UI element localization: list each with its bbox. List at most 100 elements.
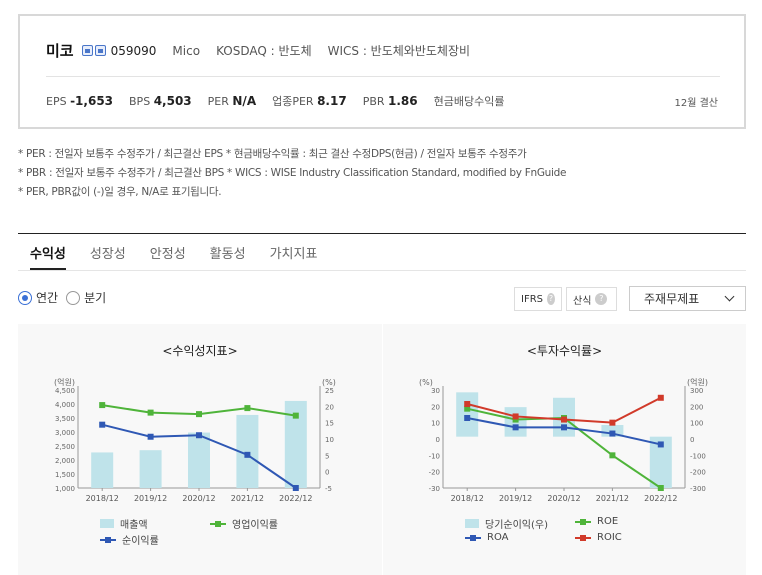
legend-roe-label: ROE (597, 516, 619, 527)
radio-annual-label: 연간 (36, 291, 59, 305)
investment-left-tick: -10 (429, 452, 440, 460)
investment-left-tick: 30 (431, 387, 440, 395)
market-sector: KOSDAQ : 반도체 (216, 44, 312, 58)
investment-series-point (512, 424, 519, 431)
tab-value[interactable]: 가치지표 (269, 247, 318, 262)
formula-help-icon[interactable]: ? (595, 293, 608, 305)
settlement-month: 12월 결산 (674, 98, 718, 109)
profitability-series-point (292, 485, 299, 491)
metric-eps: EPS -1,653 (46, 94, 114, 108)
legend-roe-swatch (575, 518, 591, 525)
ifrs-help-icon[interactable]: ? (547, 293, 555, 305)
legend-net-income-swatch (465, 519, 479, 528)
investment-series-point (561, 416, 567, 423)
statement-select-value: 주재무제표 (644, 292, 700, 306)
company-eng-name: Mico (172, 43, 201, 58)
investment-right-tick: 100 (690, 420, 703, 428)
tab-activity[interactable]: 활동성 (209, 247, 246, 262)
period-radio-group: 연간 분기 (18, 289, 114, 306)
profitability-bar (284, 400, 307, 488)
legend-roa-swatch (465, 534, 481, 541)
profitability-left-tick: 4,000 (55, 401, 75, 409)
company-header: 미코 059090 Mico KOSDAQ : 반도체 WICS : 반도체와반… (46, 40, 470, 61)
profitability-bar (188, 432, 210, 488)
profitability-x-tick-label: 2019/12 (134, 494, 167, 503)
profitability-x-tick-label: 2018/12 (86, 494, 119, 503)
legend-op-margin-swatch (210, 520, 226, 527)
tab-stability[interactable]: 안정성 (149, 247, 186, 262)
radio-quarterly-label: 분기 (84, 291, 107, 305)
profitability-series-point (244, 451, 251, 458)
investment-x-tick-label: 2019/12 (499, 494, 532, 503)
investment-right-tick: 300 (690, 387, 703, 395)
profitability-series-point (147, 409, 154, 416)
formula-button[interactable]: 산식 ? (566, 287, 617, 311)
investment-series-point (657, 485, 664, 491)
radio-annual[interactable]: 연간 (18, 289, 58, 306)
profitability-right-tick: 25 (325, 387, 334, 395)
investment-bar (456, 392, 479, 437)
metric-dividend-yield: 현금배당수익률 (433, 95, 505, 108)
market-badge-icon[interactable] (81, 45, 93, 56)
profitability-bar (139, 450, 162, 488)
ifrs-button-label: IFRS (521, 293, 543, 305)
chevron-down-icon (724, 291, 735, 302)
metrics-row: EPS -1,653 BPS 4,503 PER N/A 업종PER 8.17 … (46, 93, 520, 109)
statement-select[interactable]: 주재무제표 (629, 286, 746, 311)
investment-series-point (512, 413, 519, 420)
company-name: 미코 (46, 42, 74, 60)
profitability-right-tick: 5 (325, 452, 329, 460)
investment-left-tick: 10 (431, 420, 440, 428)
investment-right-tick: -200 (690, 469, 706, 477)
investment-series-point (561, 424, 567, 431)
investment-left-tick: -20 (429, 469, 440, 477)
profitability-right-tick: 20 (325, 403, 334, 411)
investment-series-point (512, 416, 519, 423)
profitability-series-point (147, 433, 154, 440)
metric-sector-per: 업종PER 8.17 (272, 94, 347, 108)
radio-annual-dot[interactable] (18, 290, 32, 305)
investment-x-tick-label: 2021/12 (596, 494, 629, 503)
footnote-pbr: * PBR : 전일자 보통주 수정주가 / 최근결산 BPS * WICS :… (18, 167, 567, 179)
profitability-left-tick: 3,500 (55, 415, 75, 423)
legend-roa-label: ROA (487, 532, 509, 543)
metric-bps: BPS 4,503 (129, 94, 192, 108)
metric-per: PER N/A (207, 94, 257, 108)
legend-op-margin-label: 영업이익률 (232, 520, 278, 531)
investment-right-tick: 0 (690, 436, 694, 444)
legend-sales: 매출액 (100, 516, 148, 531)
exchange-badge-icon[interactable] (94, 45, 106, 56)
investment-series-point (464, 415, 471, 421)
legend-op-margin: 영업이익률 (210, 516, 278, 531)
investment-left-tick: 0 (436, 436, 440, 444)
profitability-left-tick: 1,000 (55, 485, 75, 493)
investment-series-point (464, 401, 471, 407)
profitability-right-tick: 15 (325, 420, 334, 428)
category-tabs: 수익성 성장성 안정성 활동성 가치지표 (18, 234, 746, 271)
ifrs-button[interactable]: IFRS ? (514, 287, 562, 311)
legend-roe: ROE (575, 516, 618, 527)
profitability-right-unit: (%) (322, 378, 336, 387)
radio-quarterly-dot[interactable] (66, 290, 81, 305)
profitability-bar (236, 414, 259, 488)
investment-bar (649, 436, 672, 488)
tab-profitability[interactable]: 수익성 (30, 234, 66, 270)
investment-return-chart-title: <투자수익률> (526, 344, 603, 358)
investment-series-point (609, 452, 616, 459)
tab-growth[interactable]: 성장성 (89, 247, 126, 262)
profitability-chart-panel: <수익성지표> (억원) (%) 4,500 4,000 3,500 3,000 2,500… (18, 324, 382, 575)
legend-net-income: 당기순이익(우) (465, 516, 548, 531)
investment-right-unit: (억원) (687, 377, 708, 387)
investment-right-tick: -100 (690, 452, 706, 460)
legend-net-margin-swatch (100, 536, 116, 543)
profitability-left-tick: 2,500 (55, 443, 75, 451)
legend-roic-label: ROIC (597, 532, 622, 543)
legend-sales-label: 매출액 (120, 520, 148, 531)
investment-left-unit: (%) (419, 378, 433, 387)
tabs-top-border (18, 233, 746, 234)
radio-quarterly[interactable]: 분기 (66, 289, 106, 306)
investment-left-tick: -30 (429, 485, 440, 493)
stock-code: 059090 (110, 43, 157, 58)
profitability-left-tick: 3,000 (55, 429, 75, 437)
footnote-per: * PER : 전일자 보통주 수정주가 / 최근결산 EPS * 현금배당수익… (18, 148, 527, 160)
